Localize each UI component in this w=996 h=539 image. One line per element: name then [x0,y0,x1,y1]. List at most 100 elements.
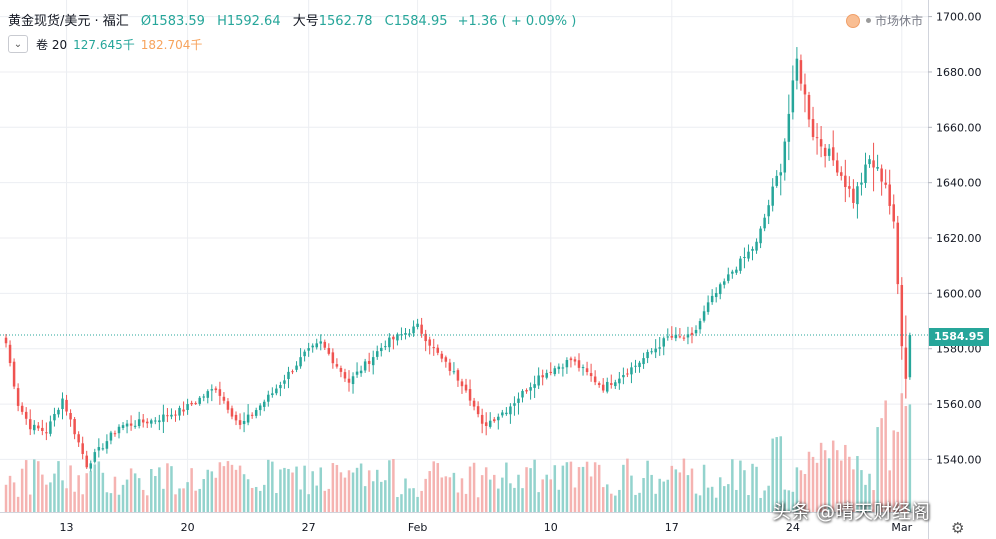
candle-body [194,403,197,405]
symbol-name[interactable]: 黄金现货/美元 · 福汇 [8,14,129,29]
candle-body [868,159,871,165]
volume-bar [835,450,839,512]
candle-body [170,414,173,417]
volume-bar [868,473,871,512]
candle-body [162,414,165,422]
volume-bar [549,479,553,512]
volume-bar [888,470,891,512]
volume-bar [133,473,137,512]
volume-bar [694,493,698,512]
candle-body [505,412,508,415]
time-tick-label: 20 [181,521,195,534]
volume-bar [77,475,80,512]
candle-body [258,405,262,411]
candle-body [303,351,306,357]
volume-bar [533,459,536,512]
candle-body [811,119,815,137]
volume-bar [541,479,544,512]
candle-body [682,337,686,339]
volume-bar [24,460,28,512]
candle-body [803,84,807,95]
candle-body [743,256,746,258]
candle-body [20,405,24,412]
volume-bar [154,476,157,512]
candle-body [12,361,16,387]
candle-body [428,339,431,346]
candle-body [593,376,597,383]
volume-bar [452,472,456,512]
change-value: +1.36 ( + 0.09% ) [457,14,577,29]
volume-bar [388,460,391,512]
candle-body [380,347,383,352]
candle-body [755,241,758,251]
volume-bar [69,465,72,512]
candle-body [121,425,125,428]
candle-body [476,406,480,415]
volume-bar [190,468,193,512]
volume-bar [650,474,653,512]
gear-icon[interactable]: ⚙ [951,519,965,537]
volume-bar [404,478,407,512]
volume-bar [347,470,351,512]
candle-body [351,376,355,385]
volume-bar [65,488,68,512]
candle-body [690,332,694,335]
candle-body [787,113,791,142]
volume-bar [351,472,355,512]
volume-bar [444,476,448,512]
volume-bar [323,490,327,512]
candle-body [565,360,569,368]
candle-body [41,427,44,431]
candle-body [129,423,133,426]
candle-body [133,425,137,427]
volume-bar [642,478,645,512]
candle-body [279,385,282,389]
candle-body [97,447,101,451]
candle-body [150,420,153,424]
candle-body [226,401,230,410]
volume-bar [307,494,310,512]
candle-body [577,360,581,368]
candle-body [49,421,52,434]
candle-body [190,402,193,405]
candle-body [662,338,665,347]
candle-body [876,167,879,169]
chevron-down-icon[interactable]: ⌄ [8,35,28,53]
candle-body [848,186,851,189]
candle-body [154,420,157,422]
candle-body [347,378,351,383]
volume-bar [718,477,722,512]
candle-body [884,182,887,185]
volume-bar [299,489,302,512]
volume-bar [460,478,464,512]
candle-body [311,345,314,348]
volume-bar [250,487,254,512]
candle-body [775,175,778,186]
volume-bar [420,490,423,512]
volume-bar [468,466,472,512]
volume-label[interactable]: 卷 20 [36,37,68,52]
time-tick-label: 17 [665,521,679,534]
volume-bar [170,466,173,512]
candle-body [835,160,839,173]
candle-body [166,415,169,417]
watermark: 头条 @晴天财经阁 [772,501,931,523]
price-tick-label: 1560.00 [936,398,982,411]
candle-body [698,321,702,330]
candle-body [335,364,339,367]
candle-body [840,172,843,176]
candle-body [815,137,819,139]
volume-bar [263,484,266,512]
volume-bar [876,427,879,512]
volume-bar [182,488,185,512]
volume-bar [89,471,93,512]
candle-body [323,341,327,348]
low-label: 大号 [292,14,319,29]
candle-body [250,414,254,416]
volume-bar [230,464,234,512]
candle-body [145,421,149,424]
price-tick-label: 1540.00 [936,453,982,466]
candle-body [739,258,742,271]
volume-bar [783,489,787,512]
